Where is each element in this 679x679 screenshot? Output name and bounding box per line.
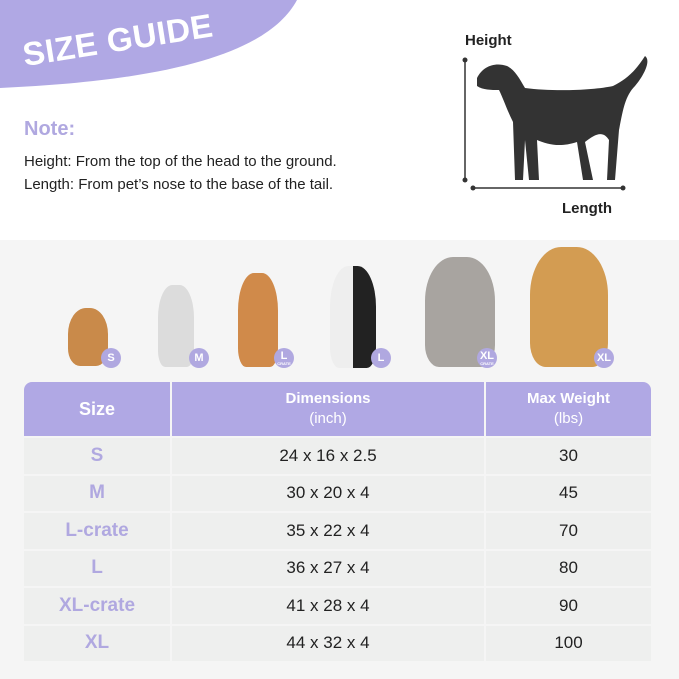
cell-dimensions: 30 x 20 x 4	[172, 475, 484, 511]
length-label: Length	[562, 200, 612, 217]
cell-dimensions: 24 x 16 x 2.5	[172, 438, 484, 474]
table-row: S 24 x 16 x 2.5 30	[24, 438, 651, 474]
header-dimensions: Dimensions (inch)	[172, 382, 484, 436]
table-row: L-crate 35 x 22 x 4 70	[24, 513, 651, 549]
cell-max-weight: 30	[486, 438, 651, 474]
size-badge-l-crate: L CRATE	[274, 348, 294, 368]
dog-measurement-diagram: Height Length	[455, 30, 675, 230]
size-badge-l: L	[371, 348, 391, 368]
cell-max-weight: 80	[486, 550, 651, 586]
cell-max-weight: 100	[486, 625, 651, 661]
height-label: Height	[465, 32, 512, 49]
table-row: XL-crate 41 x 28 x 4 90	[24, 588, 651, 624]
note-height: Height: From the top of the head to the …	[24, 153, 337, 170]
table-row: XL 44 x 32 x 4 100	[24, 625, 651, 661]
cell-dimensions: 44 x 32 x 4	[172, 625, 484, 661]
cell-max-weight: 90	[486, 588, 651, 624]
size-badge-m: M	[189, 348, 209, 368]
shiba-inu-photo	[238, 273, 278, 367]
french-bulldog-photo	[158, 285, 194, 367]
dog-silhouette-icon	[462, 56, 648, 191]
cell-size: L	[24, 550, 170, 586]
cell-size: L-crate	[24, 513, 170, 549]
cell-dimensions: 35 x 22 x 4	[172, 513, 484, 549]
cell-max-weight: 70	[486, 513, 651, 549]
size-badge-xl-crate: XL CRATE	[477, 348, 497, 368]
cell-dimensions: 36 x 27 x 4	[172, 550, 484, 586]
cell-size: XL	[24, 625, 170, 661]
note-length: Length: From pet’s nose to the base of t…	[24, 176, 334, 193]
size-badge-s: S	[101, 348, 121, 368]
cell-size: S	[24, 438, 170, 474]
note-label: Note:	[24, 118, 76, 140]
table-row: M 30 x 20 x 4 45	[24, 475, 651, 511]
cell-size: XL-crate	[24, 588, 170, 624]
cell-size: M	[24, 475, 170, 511]
table-row: L 36 x 27 x 4 80	[24, 550, 651, 586]
cell-max-weight: 45	[486, 475, 651, 511]
header-size: Size	[24, 382, 170, 436]
header-banner	[0, 0, 297, 88]
cell-dimensions: 41 x 28 x 4	[172, 588, 484, 624]
size-badge-xl: XL	[594, 348, 614, 368]
border-collie-photo	[330, 266, 376, 368]
golden-retriever-photo	[530, 247, 608, 367]
header-max-weight: Max Weight (lbs)	[486, 382, 651, 436]
